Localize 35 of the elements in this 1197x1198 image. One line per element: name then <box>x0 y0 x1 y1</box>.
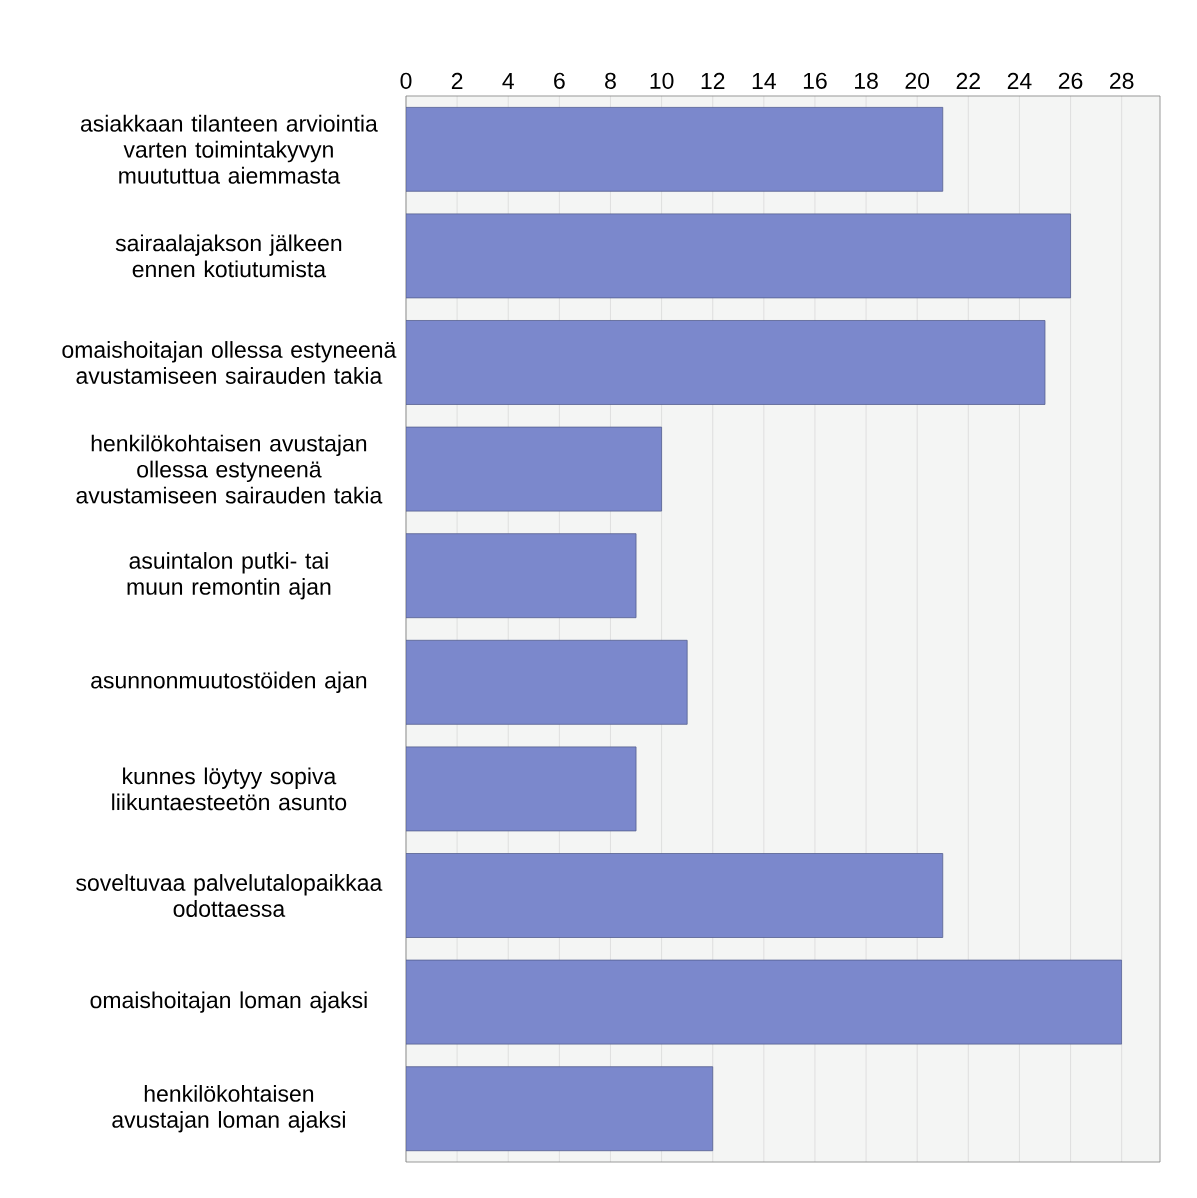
x-tick-label: 4 <box>502 73 514 89</box>
bar <box>406 853 944 938</box>
bar <box>406 426 662 512</box>
x-tick-label: 6 <box>554 72 565 89</box>
x-tick-label: 28 <box>1110 72 1134 89</box>
x-tick-label: 12 <box>701 72 725 89</box>
y-tick-label: soveltuvaa palvelutalopaikkaa odottaessa <box>76 874 383 917</box>
y-tick-label: asiakkaan tilanteen arviointia varten toimintakyvyn muututtua aiemmasta <box>80 114 378 184</box>
bar <box>406 213 1071 299</box>
bar <box>406 106 944 192</box>
y-tick-label: asuintalon putki- tai muun remontin ajan <box>127 551 331 600</box>
x-tick-label: 14 <box>752 73 776 89</box>
bar <box>406 1066 714 1152</box>
y-tick-label: sairaalajakson jälkeen ennen kotiutumista <box>115 234 342 278</box>
y-tick-label: kunnes löytyy sopiva liikuntaesteetön asunto <box>112 767 347 811</box>
x-tick-label: 20 <box>905 72 930 89</box>
bar <box>406 320 1046 405</box>
x-tick-label: 0 <box>400 72 412 89</box>
x-tick-label: 8 <box>605 72 616 89</box>
x-tick-label: 2 <box>451 72 463 89</box>
x-tick-label: 24 <box>1007 72 1032 89</box>
x-tick-label: 16 <box>803 72 827 89</box>
x-tick-label: 10 <box>650 72 674 89</box>
y-tick-label: henkilökohtaisen avustajan ollessa estyneenä avustamiseen sairauden takia <box>76 434 383 504</box>
bar <box>406 746 637 832</box>
y-tick-label: omaishoitajan ollessa estyneenä avustamiseen sairauden takia <box>62 341 397 384</box>
y-tick-label: omaishoitajan loman ajaksi <box>90 991 367 1013</box>
y-tick-label: henkilökohtaisen avustajan loman ajaksi <box>112 1085 345 1133</box>
bar <box>406 533 637 619</box>
x-tick-label: 26 <box>1058 72 1083 89</box>
x-tick-label: 18 <box>855 72 878 89</box>
y-tick-label: asunnonmuutostöiden ajan <box>91 671 367 694</box>
bar <box>406 959 1123 1045</box>
x-tick-label: 22 <box>956 72 980 89</box>
bar <box>406 639 688 725</box>
